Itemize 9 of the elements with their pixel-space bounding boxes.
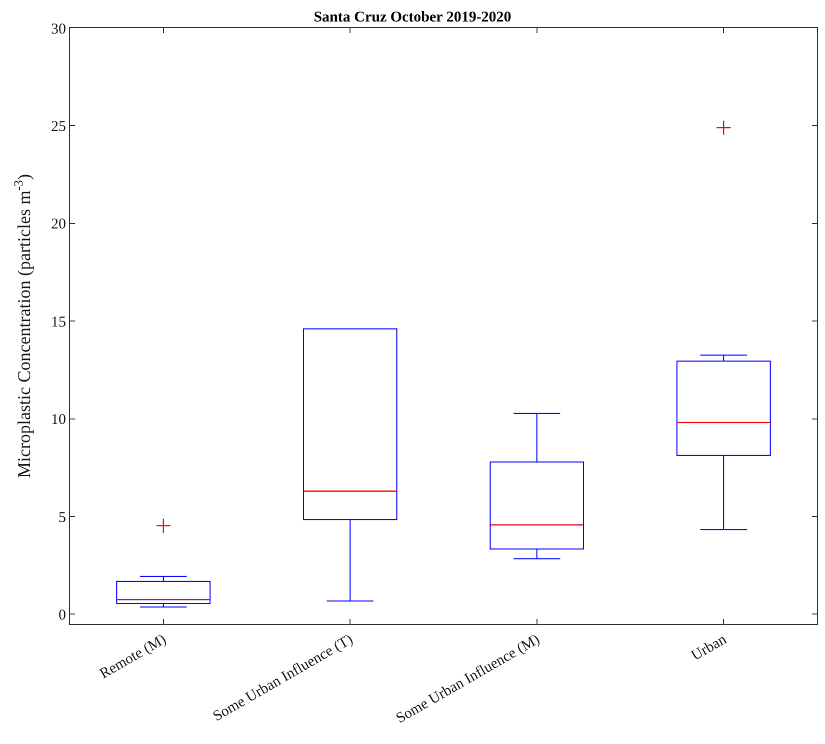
x-tick-label: Urban — [688, 631, 730, 664]
y-tick-label: 15 — [51, 314, 66, 330]
chart-title: Santa Cruz October 2019-2020 — [314, 10, 512, 26]
y-tick-label: 10 — [51, 412, 66, 428]
y-tick-label: 20 — [51, 216, 66, 233]
y-tick-label: 25 — [51, 118, 66, 135]
y-tick-label: 0 — [58, 607, 66, 624]
y-tick-label: 30 — [51, 21, 66, 38]
y-tick-label: 5 — [58, 510, 66, 526]
